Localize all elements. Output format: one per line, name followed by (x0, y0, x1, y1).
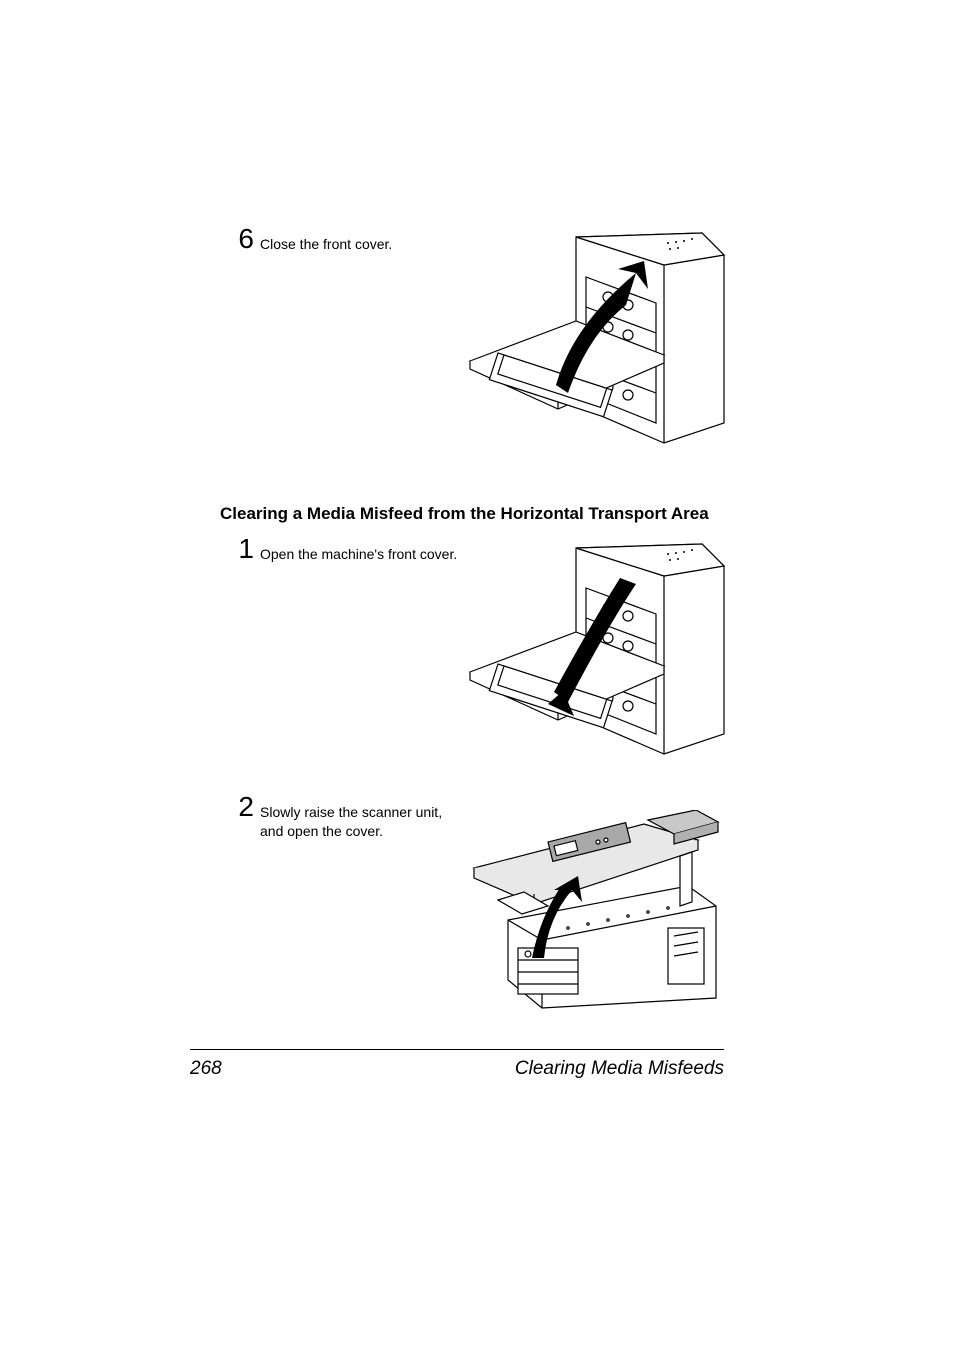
step-6-text: Close the front cover. (260, 225, 392, 253)
illustration-raise-scanner-unit (468, 810, 726, 1010)
step-1-number: 1 (220, 535, 260, 563)
page-footer: 268 Clearing Media Misfeeds (190, 1049, 724, 1080)
page-number: 268 (190, 1058, 222, 1080)
illustration-open-front-cover (468, 536, 726, 762)
illustration-close-front-cover (468, 225, 726, 451)
step-2-text: Slowly raise the scanner unit, and open … (260, 793, 460, 839)
section-heading-clearing-horizontal-transport: Clearing a Media Misfeed from the Horizo… (220, 503, 724, 525)
footer-title: Clearing Media Misfeeds (515, 1058, 724, 1080)
step-6-number: 6 (220, 225, 260, 253)
step-1-text: Open the machine's front cover. (260, 535, 457, 563)
footer-rule (190, 1049, 724, 1050)
step-2-number: 2 (220, 793, 260, 821)
